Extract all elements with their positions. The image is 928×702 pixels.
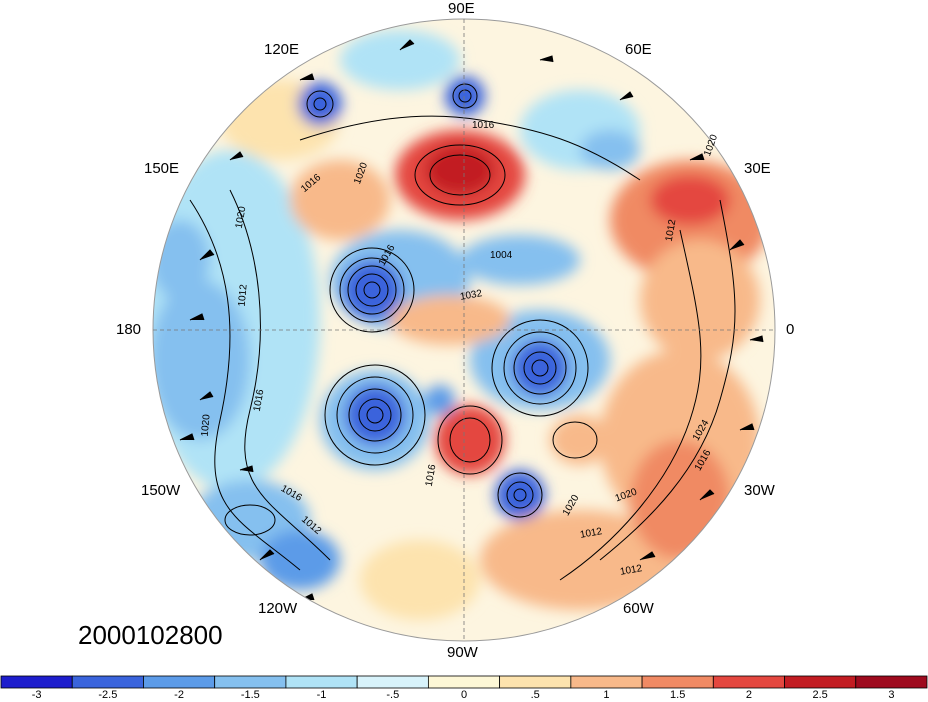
colorbar-tick-label: -2 — [174, 689, 184, 701]
wind-barbs — [179, 39, 764, 601]
colorbar-tick-label: 0 — [460, 689, 468, 701]
colorbar-swatch — [855, 675, 928, 689]
lon-label-30w: 30W — [744, 482, 775, 499]
contour-value-label: 1004 — [490, 250, 513, 261]
colorbar-tick-label: 1 — [603, 689, 610, 701]
colorbar-tick-label: 1.5 — [670, 689, 686, 701]
anomaly-field — [153, 19, 775, 641]
contour-value-label: 1016 — [472, 120, 495, 131]
colorbar-swatch — [285, 675, 358, 689]
date-stamp: 2000102800 — [78, 620, 223, 650]
lon-label-90e: 90E — [448, 0, 475, 17]
colorbar-swatch — [641, 675, 714, 689]
graticule — [153, 19, 775, 641]
lon-label-30e: 30E — [744, 160, 771, 177]
lon-label-180: 180 — [116, 321, 142, 338]
lon-label-60w: 60W — [623, 600, 654, 617]
colorbar-tick-label: 3 — [888, 689, 895, 701]
lon-label-60e: 60E — [625, 41, 652, 58]
contour-value-label: 1020 — [199, 413, 213, 438]
lon-label-120e: 120E — [264, 41, 300, 58]
colorbar-tick-label: -3 — [31, 689, 42, 701]
colorbar-swatch — [427, 675, 501, 689]
colorbar-tick-label: -1.5 — [240, 689, 260, 701]
colorbar-tick-label: -1 — [316, 689, 327, 701]
colorbar-tick-label: 2.5 — [812, 689, 828, 701]
lon-label-120w: 120W — [258, 600, 298, 617]
pressure-contours — [189, 83, 736, 581]
colorbar-tick-label: 2 — [745, 689, 752, 701]
lon-label-90w: 90W — [447, 644, 478, 661]
anomaly-colorbar — [0, 675, 928, 689]
colorbar-swatch — [356, 675, 429, 689]
lon-label-150w: 150W — [141, 482, 181, 499]
lon-label-0: 0 — [786, 321, 795, 338]
colorbar-swatch — [0, 675, 73, 689]
colorbar-swatch — [214, 675, 287, 689]
colorbar-swatch — [784, 675, 857, 689]
colorbar-tick-label: -.5 — [386, 689, 400, 701]
colorbar-swatch — [143, 675, 216, 689]
contour-value-label: 1012 — [236, 283, 250, 308]
colorbar-swatch — [499, 675, 572, 689]
lon-label-150e: 150E — [144, 160, 180, 177]
colorbar-tick-label: .5 — [530, 689, 540, 701]
colorbar-swatch — [71, 675, 144, 689]
colorbar-tick-label: -2.5 — [98, 689, 118, 701]
colorbar-swatch — [570, 675, 643, 689]
colorbar-swatch — [712, 675, 785, 689]
